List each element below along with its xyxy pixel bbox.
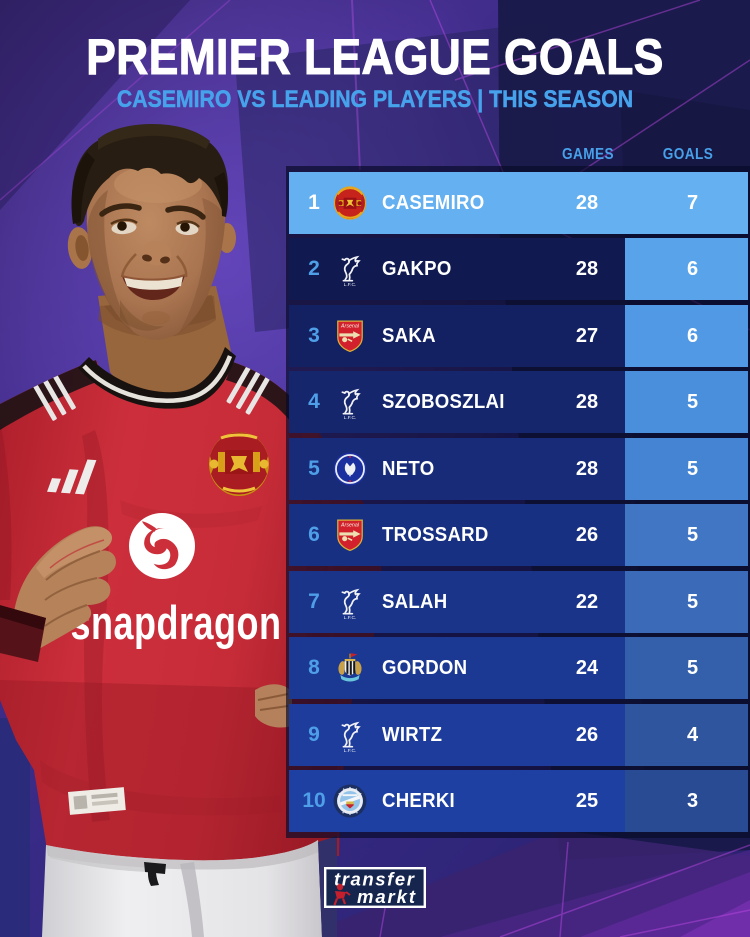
svg-text:snapdragon: snapdragon — [70, 596, 281, 649]
svg-text:Arsenal: Arsenal — [340, 323, 360, 329]
svg-text:Arsenal: Arsenal — [340, 523, 360, 529]
svg-text:L.F.C.: L.F.C. — [344, 748, 357, 752]
svg-text:L.F.C.: L.F.C. — [344, 415, 357, 419]
svg-text:transfer: transfer — [334, 869, 416, 890]
svg-text:L.F.C.: L.F.C. — [344, 615, 357, 619]
svg-text:L.F.C.: L.F.C. — [344, 282, 357, 286]
